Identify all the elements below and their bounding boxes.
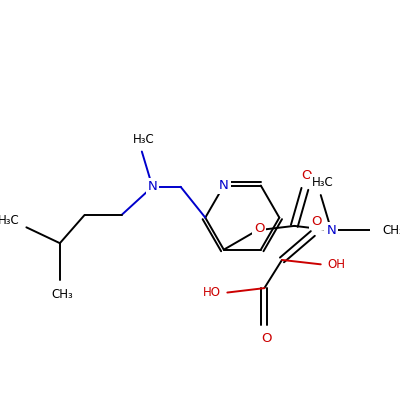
Text: O: O [311, 215, 322, 228]
Text: O: O [261, 332, 271, 345]
Text: H₃C: H₃C [0, 214, 20, 227]
Text: N: N [326, 224, 336, 237]
Text: CH₃: CH₃ [382, 224, 400, 237]
Text: HO: HO [202, 286, 220, 299]
Text: OH: OH [328, 258, 346, 271]
Text: H₃C: H₃C [133, 133, 154, 146]
Text: N: N [219, 179, 229, 192]
Text: O: O [301, 169, 312, 182]
Text: O: O [254, 222, 264, 235]
Text: N: N [148, 180, 157, 193]
Text: CH₃: CH₃ [52, 288, 73, 301]
Text: H₃C: H₃C [312, 176, 333, 189]
